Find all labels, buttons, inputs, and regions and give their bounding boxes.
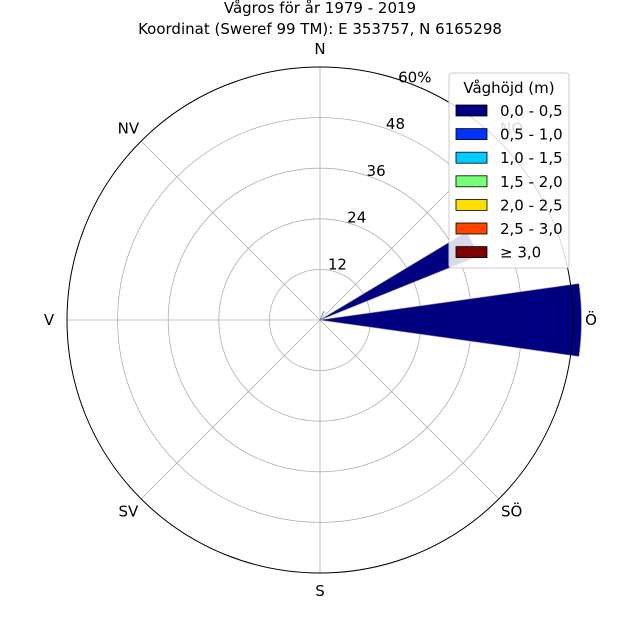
- legend-swatch: [455, 222, 488, 235]
- grid-spoke-sv: [140, 319, 321, 500]
- direction-label-o: Ö: [585, 310, 597, 329]
- radial-tick-label: 24: [347, 209, 366, 227]
- wedge-3: [319, 283, 582, 357]
- legend-swatch: [455, 104, 488, 117]
- legend-label: 1,0 - 1,5: [500, 149, 563, 167]
- legend-swatch: [455, 151, 488, 164]
- legend-swatch: [455, 128, 488, 141]
- legend-label: ≥ 3,0: [500, 244, 541, 262]
- radial-tick-label: 48: [386, 115, 405, 133]
- legend-label: 1,5 - 2,0: [500, 173, 563, 191]
- legend-label: 0,5 - 1,0: [500, 126, 563, 144]
- legend: Våghöjd (m) 0,0 - 0,5 0,5 - 1,0 1,0 - 1,5 1…: [448, 72, 570, 269]
- grid-spoke-so: [319, 319, 500, 500]
- chart-subtitle: Koordinat (Sweref 99 TM): E 353757, N 61…: [138, 20, 502, 38]
- legend-title: Våghöjd (m): [463, 79, 554, 97]
- direction-label-s: S: [315, 582, 325, 600]
- direction-label-v: V: [44, 311, 55, 329]
- legend-label: 2,0 - 2,5: [500, 196, 563, 214]
- legend-swatch: [455, 246, 488, 259]
- legend-swatch: [455, 198, 488, 211]
- chart-title: Vågros för år 1979 - 2019: [224, 0, 416, 17]
- radial-tick-label: 12: [328, 255, 347, 273]
- outer-circle: [66, 66, 574, 574]
- polar-frame: [66, 66, 574, 574]
- radial-tick-label: 36: [367, 162, 386, 180]
- grid-spoke-nv: [140, 140, 321, 321]
- legend-box: [448, 72, 570, 269]
- legend-label: 2,5 - 3,0: [500, 220, 563, 238]
- direction-label-n: N: [314, 40, 325, 58]
- wedge-1: [319, 311, 325, 321]
- radial-tick-labels: 12 24 36 48 60%: [328, 68, 432, 273]
- radial-tick-label: 60%: [398, 68, 431, 86]
- direction-label-so: SÖ: [501, 502, 522, 521]
- legend-swatch: [455, 175, 488, 188]
- direction-label-sv: SV: [118, 503, 139, 521]
- direction-label-nv: NV: [118, 119, 140, 137]
- legend-label: 0,0 - 0,5: [500, 102, 563, 120]
